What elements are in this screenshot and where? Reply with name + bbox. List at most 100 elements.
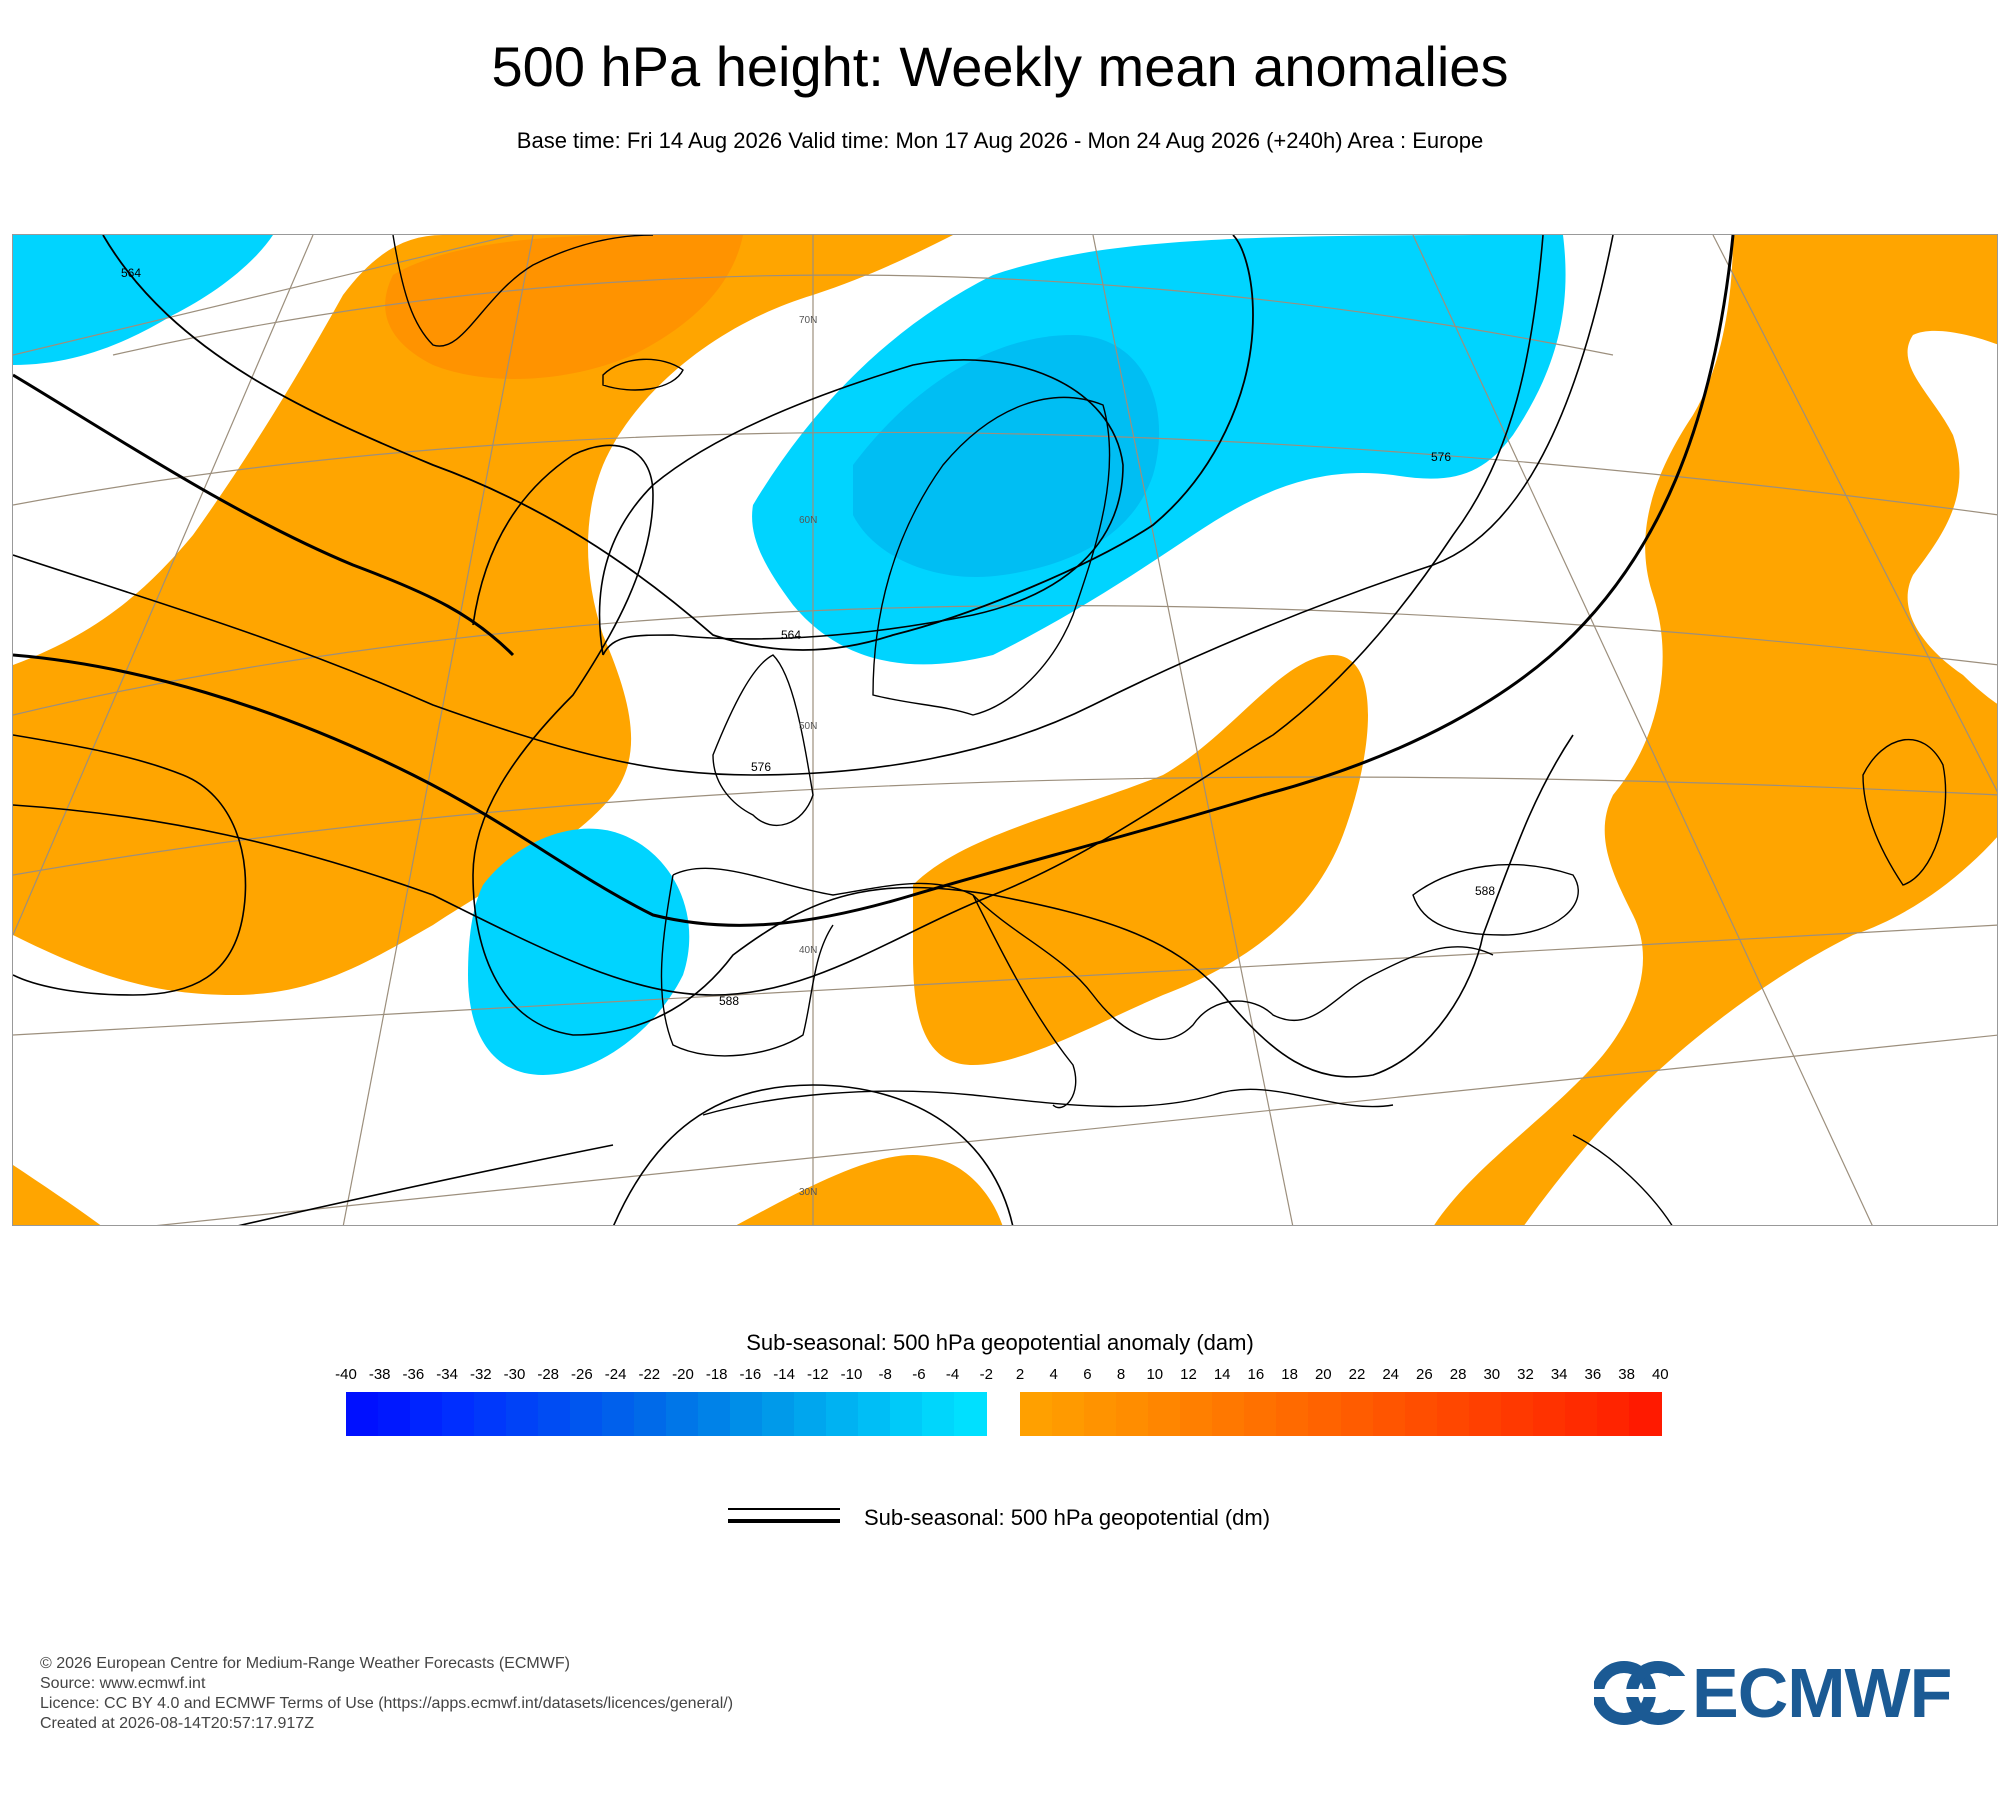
contour-560-scandinavia — [598, 359, 1124, 656]
footer-licence: Licence: CC BY 4.0 and ECMWF Terms of Us… — [40, 1695, 734, 1712]
colorbar-tick-label: -40 — [335, 1366, 357, 1383]
colorbar-cell — [1020, 1392, 1053, 1436]
contour-564-north — [102, 235, 1254, 651]
coast-red-sea — [1572, 1134, 1673, 1225]
colorbar-cell — [1308, 1392, 1342, 1436]
colorbar-tick-label: 24 — [1382, 1366, 1400, 1383]
colorbar-tick-label: -4 — [945, 1366, 960, 1383]
colorbar-tick-label: 32 — [1517, 1366, 1534, 1383]
anomaly-shading — [13, 235, 1997, 1225]
colorbar-cell — [1468, 1392, 1502, 1436]
lat-label-60n: 60N — [799, 515, 817, 526]
contour-legend-swatch — [728, 1505, 840, 1525]
ecmwf-logo-icon — [1592, 1661, 1690, 1725]
colorbar-tick-label: -8 — [878, 1366, 892, 1383]
contour-label-564-a: 564 — [781, 628, 801, 642]
colorbar-cell — [826, 1392, 859, 1436]
colorbar-tick-label: 34 — [1550, 1366, 1568, 1383]
colorbar-tick-label: 8 — [1116, 1366, 1126, 1383]
colorbar-cell — [858, 1392, 891, 1436]
colorbar-cell — [1180, 1392, 1214, 1436]
positive-anomaly-sw — [13, 1165, 101, 1225]
coast-italy — [972, 894, 1077, 1109]
colorbar-tick-label: -20 — [672, 1366, 694, 1383]
colorbar-cell — [1212, 1392, 1246, 1436]
positive-anomaly-balkans — [913, 655, 1368, 1065]
negative-anomaly-greenland-nw — [13, 235, 273, 365]
colorbar-cell — [794, 1392, 827, 1436]
colorbar-cell — [1276, 1392, 1310, 1436]
coast-greenland — [392, 235, 654, 347]
colorbar-cell — [634, 1392, 667, 1436]
colorbar-tick-label: -24 — [604, 1366, 627, 1383]
colorbar-tick-label: 38 — [1618, 1366, 1635, 1383]
ecmwf-logo: ECMWF — [1592, 1654, 1974, 1732]
colorbar-cell — [1564, 1392, 1598, 1436]
colorbar-tick-label: 28 — [1449, 1366, 1467, 1383]
colorbar-tick-label: 18 — [1281, 1366, 1298, 1383]
contour-580 — [13, 235, 1544, 996]
lat-label-40n: 40N — [799, 945, 817, 956]
colorbar-cell — [378, 1392, 411, 1436]
chart-title: 500 hPa height: Weekly mean anomalies — [491, 35, 1509, 98]
contour-legend-line-thick — [728, 1519, 840, 1523]
colorbar-cell — [1244, 1392, 1278, 1436]
colorbar-tick-label: -2 — [979, 1366, 993, 1383]
footer: © 2026 European Centre for Medium-Range … — [40, 1654, 733, 1734]
contour-legend-label: Sub-seasonal: 500 hPa geopotential (dm) — [864, 1505, 1271, 1530]
colorbar-cell — [1340, 1392, 1374, 1436]
coast-iberia — [660, 874, 834, 1057]
contour-label-576-b: 576 — [1431, 450, 1451, 464]
lat-label-50n: 50N — [799, 721, 817, 732]
colorbar-cell — [1436, 1392, 1470, 1436]
colorbar-tick-label: -6 — [912, 1366, 926, 1383]
colorbar-cell — [1148, 1392, 1182, 1436]
colorbar-cell — [474, 1392, 507, 1436]
latitude-labels: 70N 60N 50N 40N 30N — [799, 315, 817, 1198]
colorbar-cell — [1500, 1392, 1534, 1436]
colorbar-tick-label: -10 — [840, 1366, 863, 1383]
contour-592-south — [613, 1084, 1014, 1225]
colorbar-tick-label: 2 — [1015, 1366, 1025, 1383]
colorbar-cell — [570, 1392, 603, 1436]
colorbar-cell — [1116, 1392, 1150, 1436]
colorbar-tick-label: -30 — [503, 1366, 526, 1383]
contour-labels: 564 576 576 588 588 564 — [121, 266, 1495, 1008]
lat-label-30n: 30N — [799, 1187, 817, 1198]
positive-anomaly-sahara — [736, 1155, 1003, 1225]
colorbar-title: Sub-seasonal: 500 hPa geopotential anoma… — [746, 1330, 1254, 1355]
colorbar-tick-label: -14 — [773, 1366, 795, 1383]
coast-iceland — [602, 358, 684, 391]
colorbar-positive — [1020, 1392, 1662, 1436]
colorbar-tick-label: -16 — [739, 1366, 762, 1383]
colorbar-negative — [346, 1392, 987, 1436]
colorbar-tick-label: 22 — [1348, 1366, 1366, 1383]
colorbar-tick-label: -34 — [436, 1366, 458, 1383]
footer-created: Created at 2026-08-14T20:57:17.917Z — [40, 1715, 314, 1732]
contour-568 — [13, 373, 515, 657]
colorbar-tick-label: 36 — [1584, 1366, 1602, 1383]
colorbar-cell — [1596, 1392, 1630, 1436]
contour-596-sw — [238, 1144, 614, 1225]
ecmwf-logo-text: ECMWF — [1692, 1654, 1952, 1732]
colorbar-tick-label: -18 — [705, 1366, 728, 1383]
colorbar-cell — [698, 1392, 731, 1436]
colorbar-cell — [1532, 1392, 1566, 1436]
colorbar-tick-label: 4 — [1049, 1366, 1058, 1383]
colorbar-tick-label: 10 — [1146, 1366, 1164, 1383]
colorbar-tick-label: 6 — [1083, 1366, 1092, 1383]
colorbar-tick-label: -32 — [469, 1366, 492, 1383]
colorbar-cell — [346, 1392, 379, 1436]
colorbar-cell — [538, 1392, 571, 1436]
colorbar-tick-label: -12 — [806, 1366, 829, 1383]
anomaly-map: 70N 60N 50N 40N 30N 564 576 576 588 588 … — [12, 234, 1998, 1226]
lat-label-70n: 70N — [799, 315, 817, 326]
coast-europe — [672, 867, 1494, 1041]
footer-source: Source: www.ecmwf.int — [40, 1675, 206, 1692]
coast-black-sea — [1412, 863, 1579, 936]
colorbar-cell — [730, 1392, 763, 1436]
geopotential-contours — [13, 235, 1735, 1225]
contour-588-iberia — [472, 444, 1574, 1078]
colorbar-cell — [1404, 1392, 1438, 1436]
map-canvas: 70N 60N 50N 40N 30N 564 576 576 588 588 … — [13, 235, 1997, 1225]
